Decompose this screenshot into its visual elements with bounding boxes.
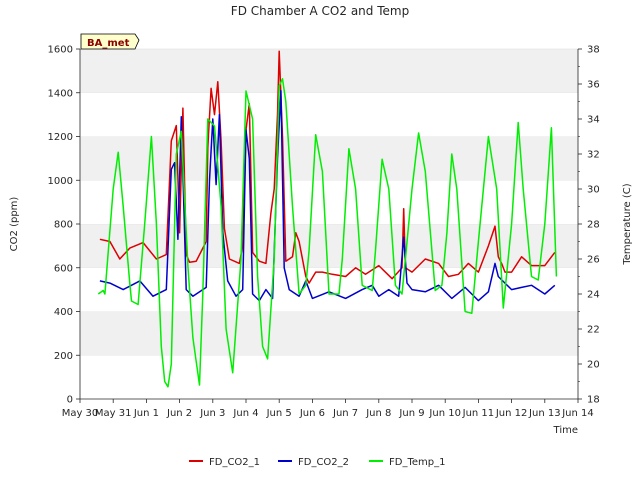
x-tick-label: Jun 4 bbox=[232, 408, 258, 419]
x-tick-label: Jun 7 bbox=[332, 408, 358, 419]
y-left-tick-label: 200 bbox=[54, 351, 73, 362]
y-axis-right-label: Temperature (C) bbox=[622, 183, 633, 265]
y-axis-right: 18 20 22 24 26 28 30 32 34 36 38 bbox=[577, 45, 600, 406]
grid-band bbox=[80, 180, 578, 224]
y-left-tick-label: 1200 bbox=[48, 132, 73, 143]
y-right-tick-label: 26 bbox=[587, 255, 600, 266]
legend-label-fd-co2-1: FD_CO2_1 bbox=[209, 457, 260, 468]
y-right-tick-label: 28 bbox=[587, 220, 600, 231]
badge-box bbox=[80, 33, 140, 50]
grid-band bbox=[80, 92, 578, 137]
x-tick-label: Jun 14 bbox=[561, 408, 594, 419]
y-left-tick-label: 600 bbox=[54, 263, 73, 274]
legend: FD_CO2_1 FD_CO2_2 FD_Temp_1 bbox=[189, 457, 445, 468]
y-right-tick-label: 34 bbox=[587, 115, 600, 126]
series-line-fd-co2-2 bbox=[99, 89, 556, 302]
x-tick-label: Jun 3 bbox=[199, 408, 225, 419]
y-right-tick-label: 22 bbox=[587, 325, 600, 336]
grid-band bbox=[80, 136, 578, 181]
y-right-tick-label: 20 bbox=[587, 360, 600, 371]
x-tick-label: Jun 1 bbox=[133, 408, 159, 419]
grid-band bbox=[80, 355, 578, 399]
x-axis-label: Time bbox=[553, 425, 578, 436]
y-left-tick-label: 0 bbox=[67, 395, 73, 406]
x-tick-label: Jun 11 bbox=[462, 408, 495, 419]
y-right-tick-label: 38 bbox=[587, 45, 600, 56]
y-left-tick-label: 1400 bbox=[48, 88, 73, 99]
grid-band bbox=[80, 224, 578, 268]
y-right-tick-label: 18 bbox=[587, 395, 600, 406]
grid-bands bbox=[80, 48, 578, 399]
x-tick-label: Jun 2 bbox=[166, 408, 192, 419]
x-tick-label: Jun 5 bbox=[266, 408, 292, 419]
x-tick-label: Jun 8 bbox=[365, 408, 391, 419]
x-tick-label: May 31 bbox=[95, 408, 132, 419]
y-left-tick-label: 1000 bbox=[48, 176, 73, 187]
y-right-tick-label: 24 bbox=[587, 290, 600, 301]
badge: BA_met bbox=[80, 33, 140, 50]
y-left-tick-label: 800 bbox=[54, 220, 73, 231]
y-axis-left: 0 200 400 600 800 1000 1200 1400 1600 bbox=[48, 45, 81, 406]
y-left-tick-label: 1600 bbox=[48, 45, 73, 56]
y-right-tick-label: 30 bbox=[587, 185, 600, 196]
x-tick-label: Jun 10 bbox=[428, 408, 461, 419]
series-line-fd-temp-1 bbox=[97, 78, 558, 388]
series-layer bbox=[97, 50, 558, 388]
x-tick-label: Jun 6 bbox=[299, 408, 325, 419]
grid-band bbox=[80, 49, 578, 93]
grid-band bbox=[80, 311, 578, 356]
y-right-tick-label: 36 bbox=[587, 80, 600, 91]
y-axis-left-label: CO2 (ppm) bbox=[9, 197, 20, 252]
x-tick-label: Jun 12 bbox=[495, 408, 528, 419]
badge-label: BA_met bbox=[87, 38, 130, 49]
legend-label-fd-temp-1: FD_Temp_1 bbox=[389, 457, 445, 468]
x-tick-label: Jun 13 bbox=[528, 408, 561, 419]
y-left-tick-label: 400 bbox=[54, 307, 73, 318]
chart-title: FD Chamber A CO2 and Temp bbox=[231, 4, 409, 18]
y-right-tick-label: 32 bbox=[587, 150, 600, 161]
x-tick-label: May 30 bbox=[62, 408, 99, 419]
legend-label-fd-co2-2: FD_CO2_2 bbox=[298, 457, 349, 468]
x-tick-label: Jun 9 bbox=[398, 408, 424, 419]
